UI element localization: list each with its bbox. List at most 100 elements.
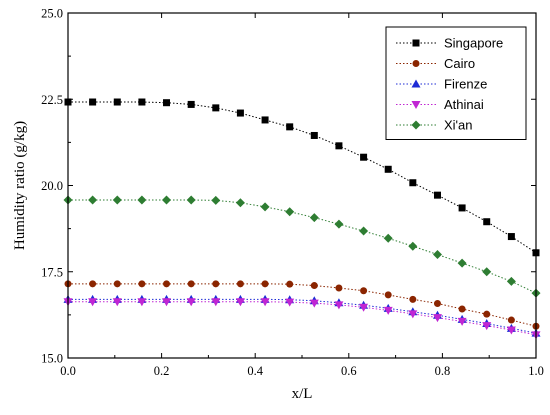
data-point-xi-an [137,195,147,205]
x-tick-label: 0.6 [341,364,357,378]
data-point-xi-an [186,195,196,205]
data-point-athinai [309,299,319,308]
data-point-singapore [113,98,121,106]
data-point-singapore [458,204,466,212]
series-singapore [64,98,540,257]
x-tick-label: 1.0 [528,364,544,378]
data-point-athinai [506,326,516,335]
data-point-singapore [360,153,368,161]
data-point-cairo [236,280,244,288]
series-line-singapore [68,101,537,254]
x-tick-label: 0.8 [435,364,451,378]
data-point-athinai [162,298,172,307]
data-point-cairo [384,291,392,299]
legend-swatch-marker [412,60,420,67]
data-point-cairo [89,280,97,288]
data-point-xi-an [408,241,418,251]
data-point-cairo [507,316,515,324]
y-tick-label: 20.0 [41,179,63,193]
data-point-cairo [212,280,220,288]
series-athinai [63,298,541,340]
data-point-xi-an [506,276,516,286]
data-point-cairo [286,280,294,288]
legend-box [385,26,527,140]
data-point-athinai [457,317,467,326]
x-tick-label: 0.4 [247,364,263,378]
data-point-cairo [360,287,368,295]
series-line-firenze [68,298,537,334]
data-point-cairo [138,280,146,288]
data-point-athinai [112,298,122,307]
legend-label: Singapore [444,36,503,51]
plot-layer [63,98,541,340]
data-point-singapore [286,123,294,131]
y-axis-title: Humidity ratio (g/kg) [12,121,28,250]
data-point-singapore [89,98,97,106]
x-tick-label: 0.0 [60,364,76,378]
axes-layer: 0.0 0.2 0.4 0.6 0.8 1.0 15.0 17.5 20.0 22.5 25.0 x/… [12,7,544,403]
legend-swatch-marker [411,101,421,109]
data-point-athinai [186,298,196,307]
data-point-xi-an [334,219,344,229]
data-point-xi-an [211,195,221,205]
legend-item-firenze: Firenze [396,77,487,92]
legend-item-athinai: Athinai [396,97,484,112]
legend-swatch-marker [412,39,420,47]
data-point-xi-an [383,233,393,243]
x-axis-title: x/L [292,386,313,402]
legend-item-cairo: Cairo [396,56,475,71]
data-point-cairo [163,280,171,288]
data-point-athinai [359,303,369,312]
data-point-xi-an [112,195,122,205]
data-point-cairo [335,284,343,292]
data-point-athinai [408,310,418,319]
legend-label: Firenze [444,77,487,92]
series-line-cairo [68,283,537,327]
data-point-athinai [482,322,492,331]
data-point-xi-an [162,195,172,205]
data-point-xi-an [359,226,369,236]
data-point-athinai [137,298,147,307]
data-point-cairo [433,299,441,307]
y-tick-label: 22.5 [41,93,63,107]
data-point-singapore [409,179,417,187]
data-point-cairo [310,282,318,290]
series-line-xi-an [68,199,537,294]
data-point-singapore [310,131,318,139]
series-xi-an [63,195,541,298]
data-point-athinai [88,298,98,307]
y-tick-label: 17.5 [41,265,63,279]
data-point-athinai [260,298,270,307]
data-point-athinai [432,314,442,323]
data-point-xi-an [309,213,319,223]
data-point-cairo [409,295,417,303]
data-point-singapore [261,116,269,124]
data-point-athinai [211,298,221,307]
data-point-singapore [507,233,515,241]
data-point-singapore [335,142,343,150]
legend-swatch-marker [411,120,421,130]
series-cairo [64,280,540,330]
data-point-athinai [334,301,344,310]
data-point-cairo [113,280,121,288]
series-firenze [63,294,541,337]
data-point-xi-an [260,202,270,212]
y-tick-label: 25.0 [41,7,63,21]
data-point-xi-an [432,250,442,259]
data-point-singapore [138,98,146,106]
data-point-athinai [235,298,245,307]
data-point-athinai [383,306,393,315]
x-tick-label: 0.2 [154,364,170,378]
data-point-singapore [384,165,392,173]
legend: Singapore Cairo Firenze Athinai Xi'an [385,26,527,140]
data-point-xi-an [235,198,245,208]
legend-label: Athinai [444,97,484,112]
data-point-cairo [483,310,491,318]
data-point-cairo [458,305,466,313]
y-tick-label: 15.0 [41,352,63,366]
legend-label: Xi'an [444,118,473,133]
data-point-xi-an [482,267,492,277]
data-point-athinai [285,298,295,307]
